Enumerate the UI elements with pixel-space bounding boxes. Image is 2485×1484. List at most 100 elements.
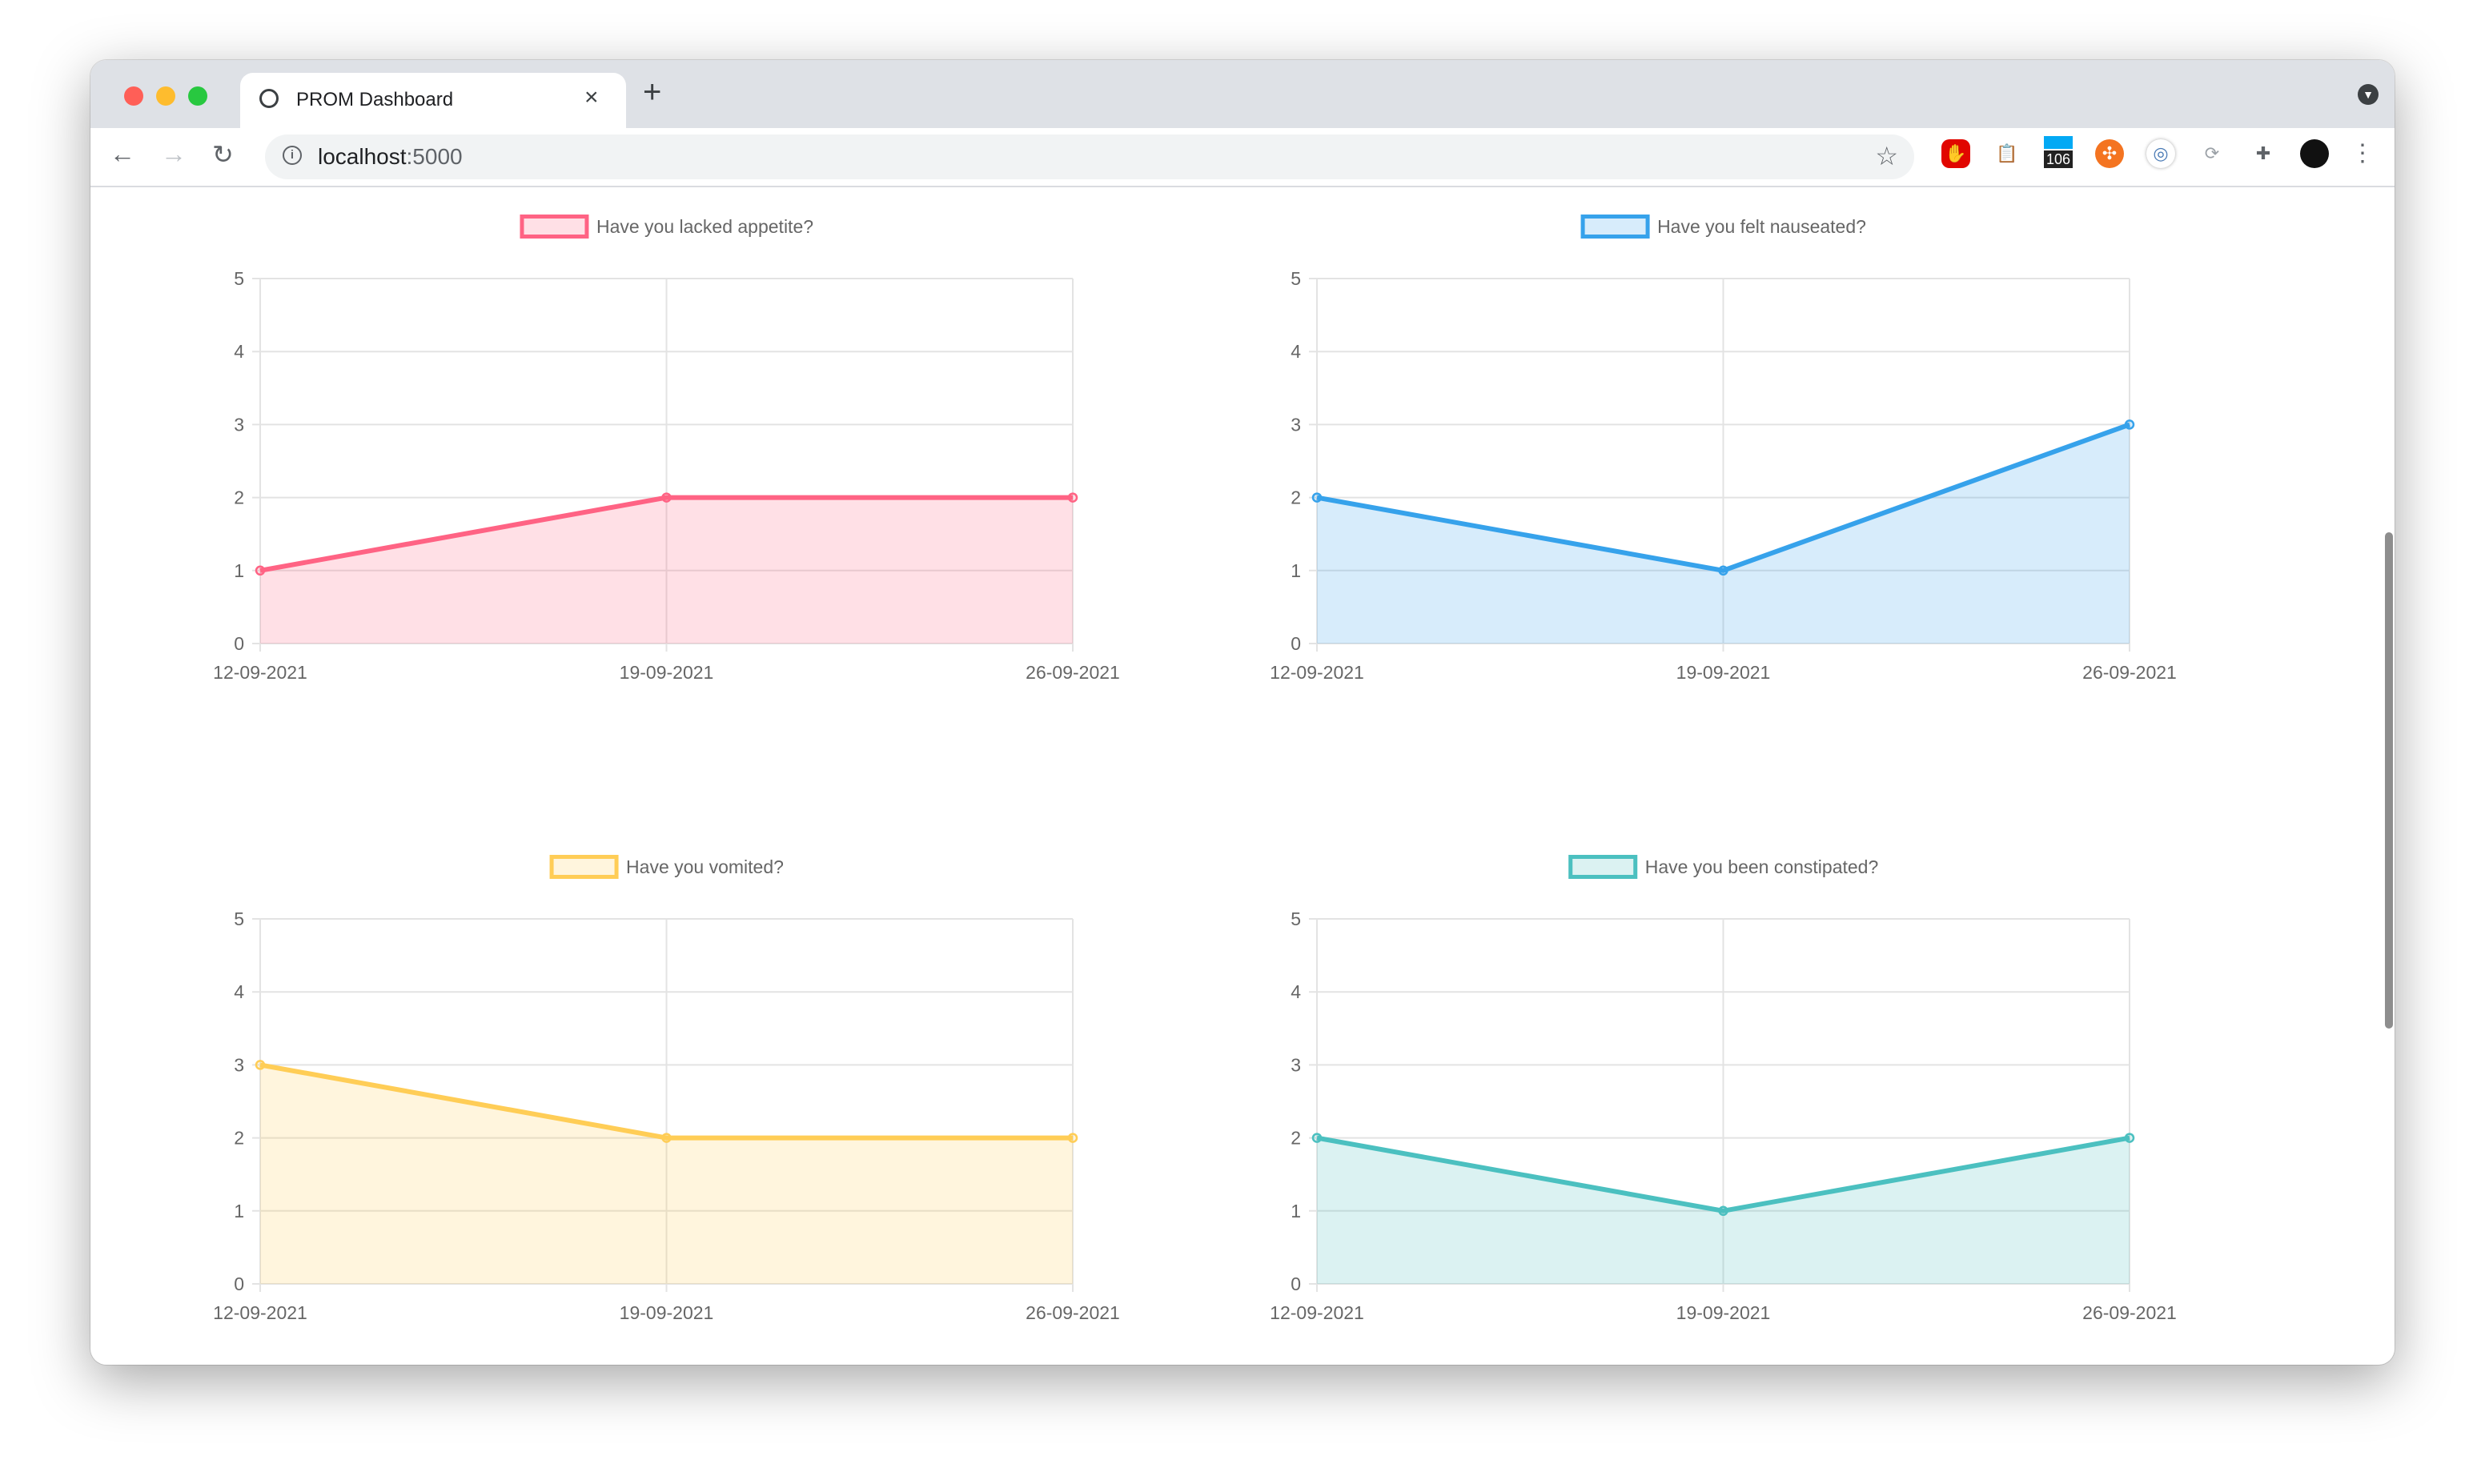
chart-legend[interactable]: Have you lacked appetite? [519,215,814,239]
chart-legend[interactable]: Have you felt nauseated? [1580,215,1866,239]
back-icon[interactable]: ← [110,139,135,168]
y-tick-label: 5 [234,268,244,289]
address-bar[interactable]: i localhost:5000 ☆ [265,134,1914,179]
y-tick-label: 1 [234,560,244,581]
y-tick-label: 0 [234,633,244,654]
profile-avatar[interactable] [2300,139,2329,168]
toolbar: ← → ↻ i localhost:5000 ☆ ✋ 📋 106 ✣ ◎ ⟳ ✚… [90,128,2395,187]
y-tick-label: 3 [1291,1054,1301,1075]
y-tick-label: 0 [1291,1273,1301,1294]
y-tick-label: 3 [234,1054,244,1075]
y-tick-label: 1 [234,1201,244,1221]
data-point [2124,1133,2135,1143]
series-area [260,497,1073,644]
y-tick-label: 2 [1291,487,1301,508]
extension-badge: 106 [2044,150,2073,168]
y-tick-label: 3 [234,414,244,435]
maximize-window-button[interactable] [188,86,207,106]
y-tick-label: 5 [1291,908,1301,929]
series-line [259,495,1073,573]
new-tab-button[interactable]: + [643,74,662,110]
mail-extension-icon[interactable] [2044,136,2073,149]
chart-svg: 0 1 2 3 4 5 12-09-2021 19-09-2021 26-09-2021 [1270,268,2177,683]
tab-title: PROM Dashboard [296,89,454,110]
y-tick-label: 4 [1291,981,1301,1002]
adblock-extension-icon[interactable]: ✋ [1941,139,1970,168]
chart-legend[interactable]: Have you vomited? [549,855,784,879]
x-tick-label: 12-09-2021 [213,1302,307,1323]
legend-swatch [1580,215,1650,239]
data-point [661,1133,672,1143]
x-tick-label: 12-09-2021 [213,662,307,683]
forward-icon[interactable]: → [161,139,187,168]
tab-bar: PROM Dashboard × + ▼ [90,60,2395,128]
chart-2: Have you felt nauseated? 0 1 2 3 4 5 12-09-2021… [1245,215,2202,716]
x-tick-label: 26-09-2021 [2082,662,2177,683]
data-point [1311,1133,1323,1143]
x-tick-label: 26-09-2021 [1026,1302,1120,1323]
x-tick-label: 19-09-2021 [620,1302,714,1323]
chart-4: Have you been constipated? 0 1 2 3 4 5 12-09-20… [1245,855,2202,1356]
x-tick-label: 26-09-2021 [1026,662,1120,683]
bookmark-star-icon[interactable]: ☆ [1875,142,1898,170]
x-tick-label: 19-09-2021 [1676,1302,1771,1323]
data-point [1067,1133,1078,1143]
y-tick-label: 1 [1291,560,1301,581]
legend-label: Have you felt nauseated? [1657,215,1866,237]
url-port: :5000 [406,144,463,169]
close-window-button[interactable] [124,86,143,106]
tab-prom-dashboard[interactable]: PROM Dashboard × [240,73,626,128]
data-point [255,1060,266,1070]
chart-legend[interactable]: Have you been constipated? [1568,855,1879,879]
y-tick-label: 4 [1291,341,1301,362]
series-line [1316,1135,2130,1213]
data-point [661,492,672,503]
chart-svg: 0 1 2 3 4 5 12-09-2021 19-09-2021 26-09-2021 [213,268,1120,683]
x-tick-label: 19-09-2021 [1676,662,1771,683]
more-menu-icon[interactable]: ⋮ [2351,140,2375,166]
y-tick-label: 0 [234,1273,244,1294]
info-icon[interactable]: i [283,146,302,165]
reload-icon[interactable]: ↻ [212,140,234,169]
data-point [1311,492,1323,503]
clipboard-extension-icon[interactable]: 📋 [1996,143,2018,163]
data-point [1718,1205,1728,1217]
y-tick-label: 2 [234,1128,244,1149]
sync-extension-icon[interactable]: ⟳ [2204,143,2220,163]
tab-search-icon[interactable]: ▼ [2358,84,2379,105]
y-tick-label: 3 [1291,414,1301,435]
y-tick-label: 0 [1291,633,1301,654]
series-line [1316,422,2131,573]
legend-label: Have you lacked appetite? [596,215,814,237]
chart-svg: 0 1 2 3 4 5 12-09-2021 19-09-2021 26-09-2021 [213,908,1120,1323]
y-tick-label: 5 [234,908,244,929]
url-text[interactable]: localhost:5000 [318,144,463,170]
data-point [255,565,266,576]
x-tick-label: 19-09-2021 [620,662,714,683]
legend-swatch [1568,855,1637,879]
minimize-window-button[interactable] [156,86,175,106]
series-area [1317,424,2130,644]
series-line [259,1062,1073,1141]
y-tick-label: 4 [234,341,244,362]
tab-close-button[interactable]: × [584,84,599,110]
legend-swatch [549,855,619,879]
ubuntu-extension-icon[interactable]: ✣ [2095,139,2124,168]
y-tick-label: 5 [1291,268,1301,289]
browser-window: PROM Dashboard × + ▼ ← → ↻ i localhost:5… [90,60,2395,1365]
chart-svg: 0 1 2 3 4 5 12-09-2021 19-09-2021 26-09-2021 [1270,908,2177,1323]
y-tick-label: 2 [234,487,244,508]
legend-swatch [519,215,588,239]
data-point [1718,565,1728,576]
legend-label: Have you been constipated? [1644,856,1879,877]
x-tick-label: 26-09-2021 [2082,1302,2177,1323]
json-extension-icon[interactable]: ◎ [2146,139,2175,168]
globe-icon [259,89,279,108]
scrollbar[interactable] [2385,532,2393,1029]
legend-label: Have you vomited? [626,856,784,877]
series-area [260,1065,1073,1284]
extensions-puzzle-icon[interactable]: ✚ [2255,143,2271,163]
y-tick-label: 2 [1291,1128,1301,1149]
y-tick-label: 1 [1291,1201,1301,1221]
y-tick-label: 4 [234,981,244,1002]
